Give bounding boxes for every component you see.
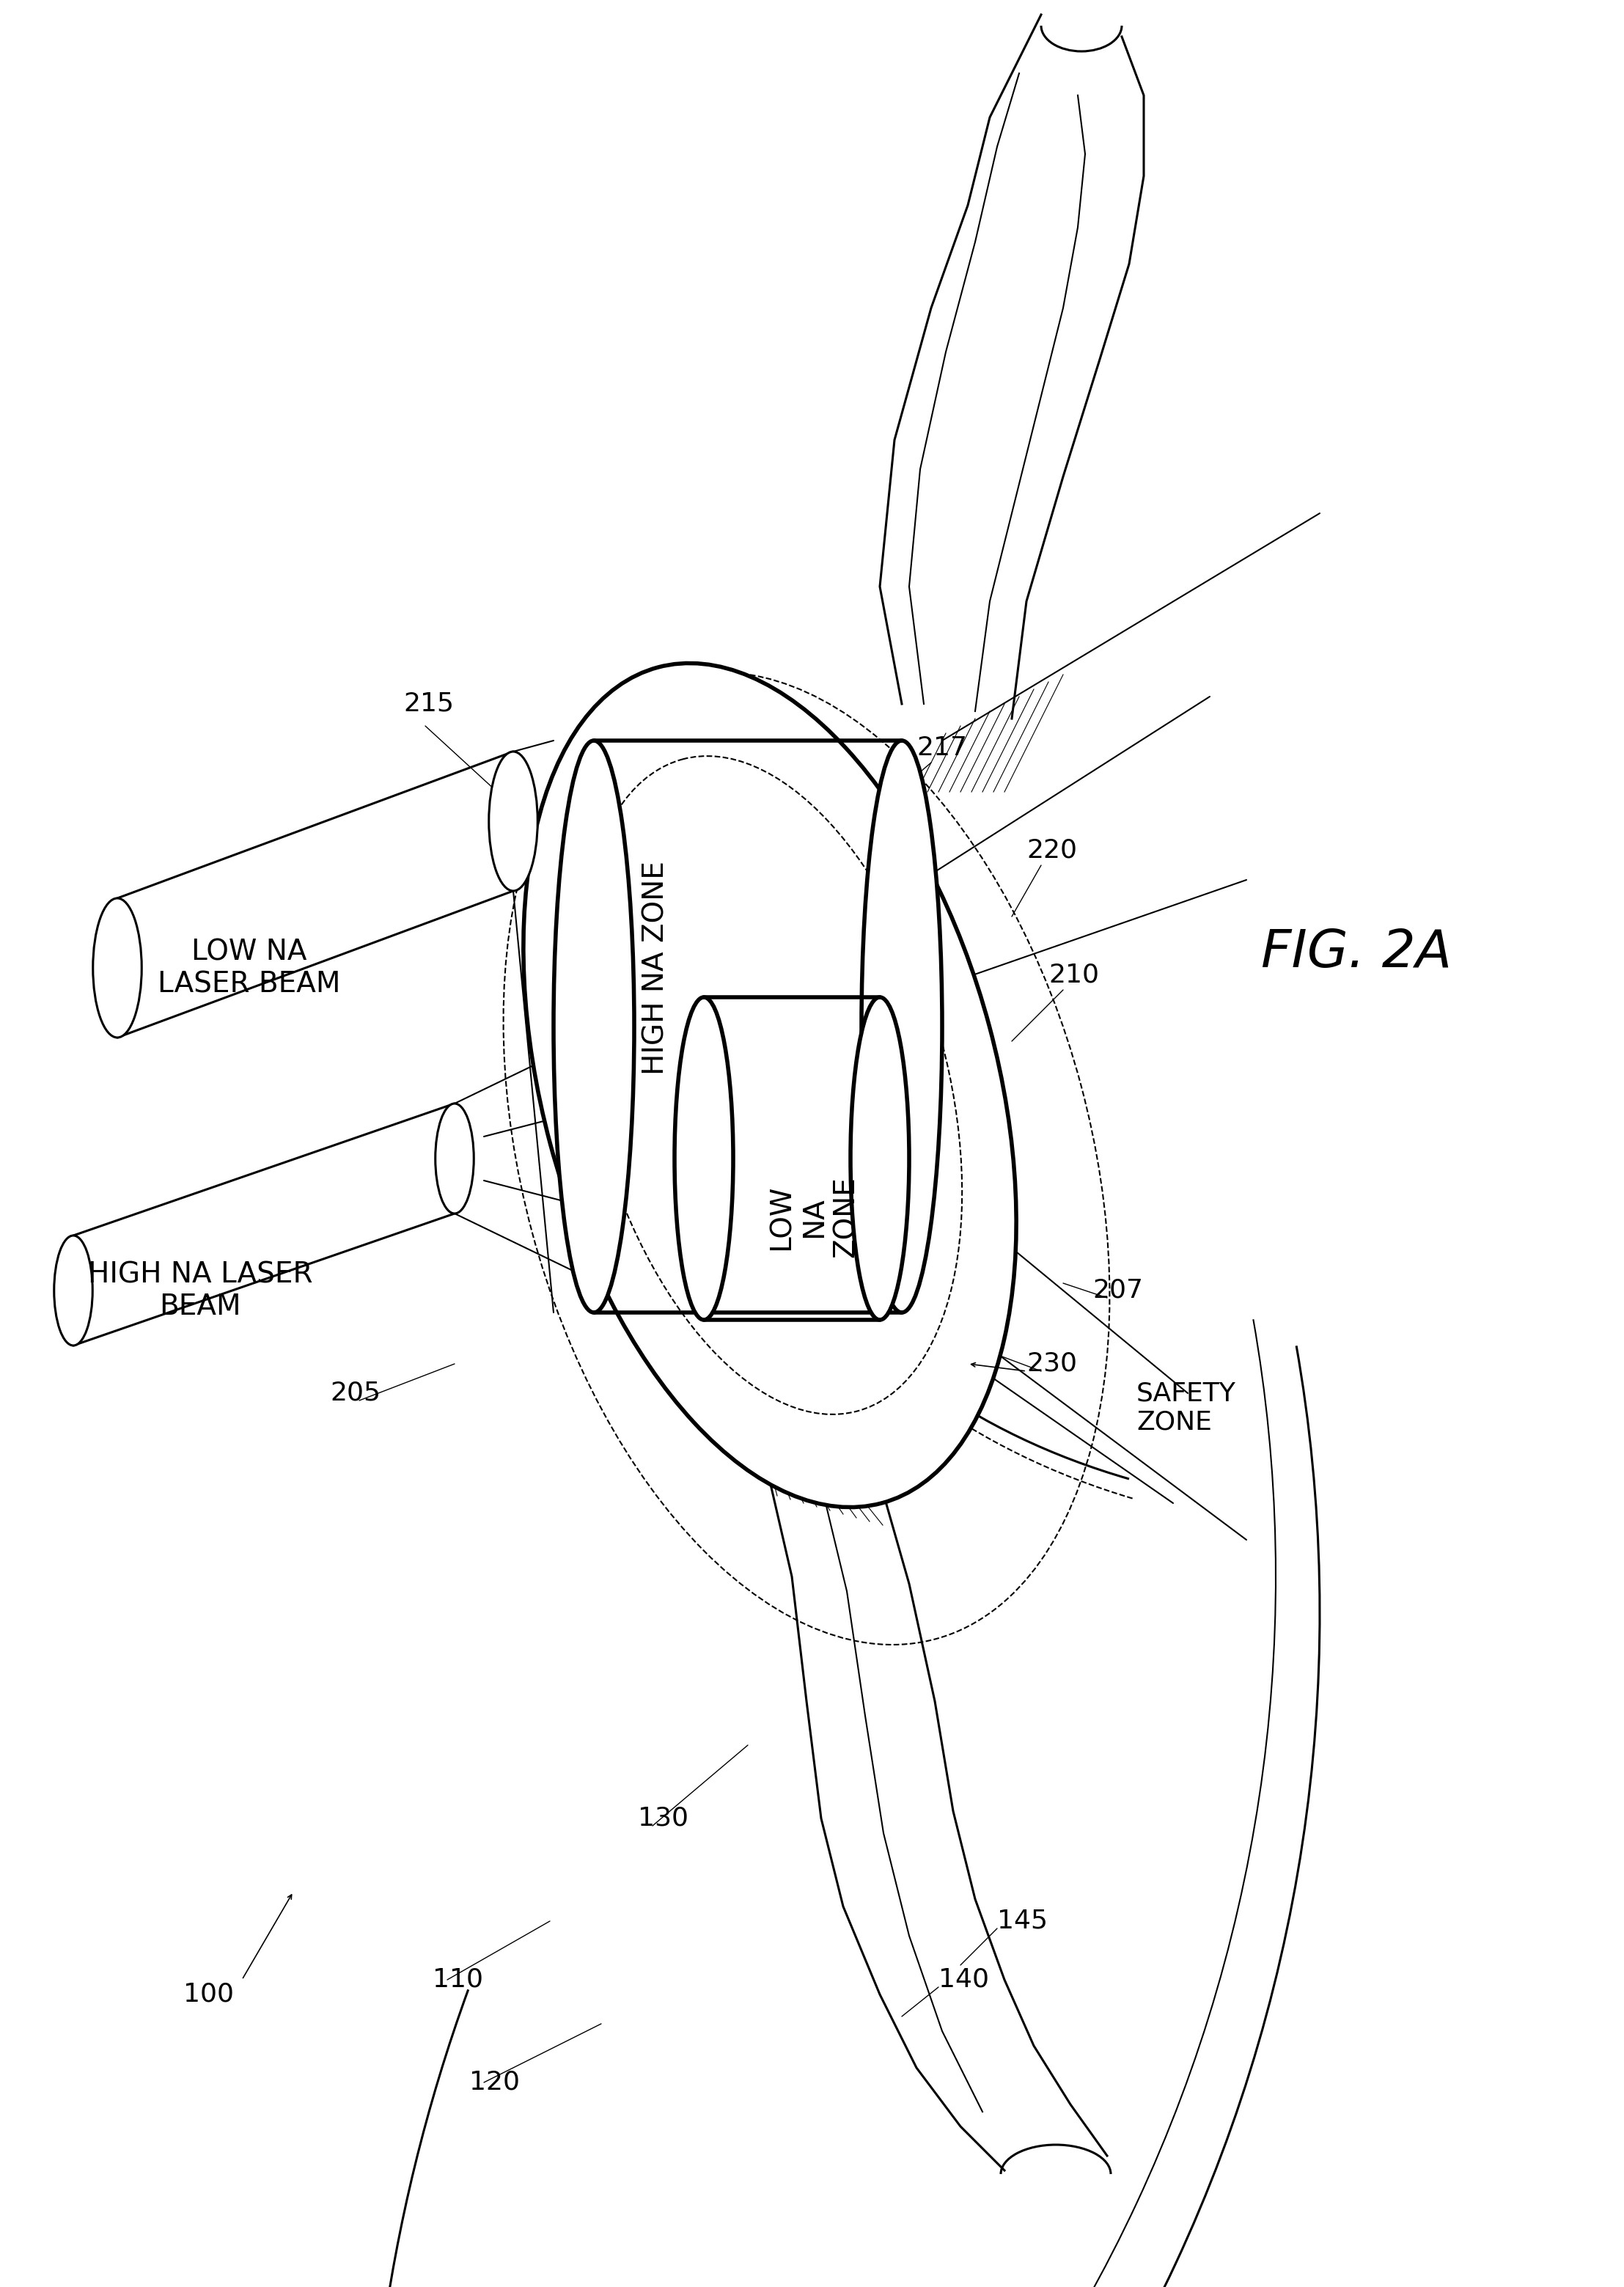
Text: 130: 130	[638, 1807, 689, 1832]
Text: 210: 210	[1049, 963, 1099, 988]
Text: HIGH NA LASER
BEAM: HIGH NA LASER BEAM	[88, 1260, 312, 1320]
Ellipse shape	[93, 899, 141, 1038]
Ellipse shape	[851, 997, 909, 1320]
Text: 145: 145	[997, 1910, 1047, 1933]
Text: LOW NA
LASER BEAM: LOW NA LASER BEAM	[158, 938, 341, 997]
Text: 207: 207	[1093, 1278, 1143, 1304]
Ellipse shape	[489, 752, 538, 892]
Text: 205: 205	[330, 1381, 380, 1407]
Ellipse shape	[523, 663, 1017, 1507]
Ellipse shape	[674, 997, 732, 1320]
Ellipse shape	[861, 741, 942, 1313]
Text: 110: 110	[432, 1967, 484, 1992]
Text: FIG. 2A: FIG. 2A	[1262, 929, 1452, 979]
Text: 215: 215	[403, 691, 453, 716]
Text: LOW
NA
ZONE: LOW NA ZONE	[768, 1176, 861, 1258]
Text: HIGH NA ZONE: HIGH NA ZONE	[641, 860, 671, 1075]
Text: 100: 100	[184, 1983, 234, 2008]
Text: SAFETY
ZONE: SAFETY ZONE	[1137, 1381, 1236, 1434]
Text: 230: 230	[1026, 1352, 1077, 1377]
Text: 220: 220	[1026, 837, 1077, 862]
Text: 120: 120	[469, 2070, 520, 2095]
Ellipse shape	[54, 1235, 93, 1345]
Text: 217: 217	[916, 736, 966, 759]
Ellipse shape	[435, 1105, 474, 1214]
Ellipse shape	[554, 741, 635, 1313]
Text: 140: 140	[939, 1967, 989, 1992]
